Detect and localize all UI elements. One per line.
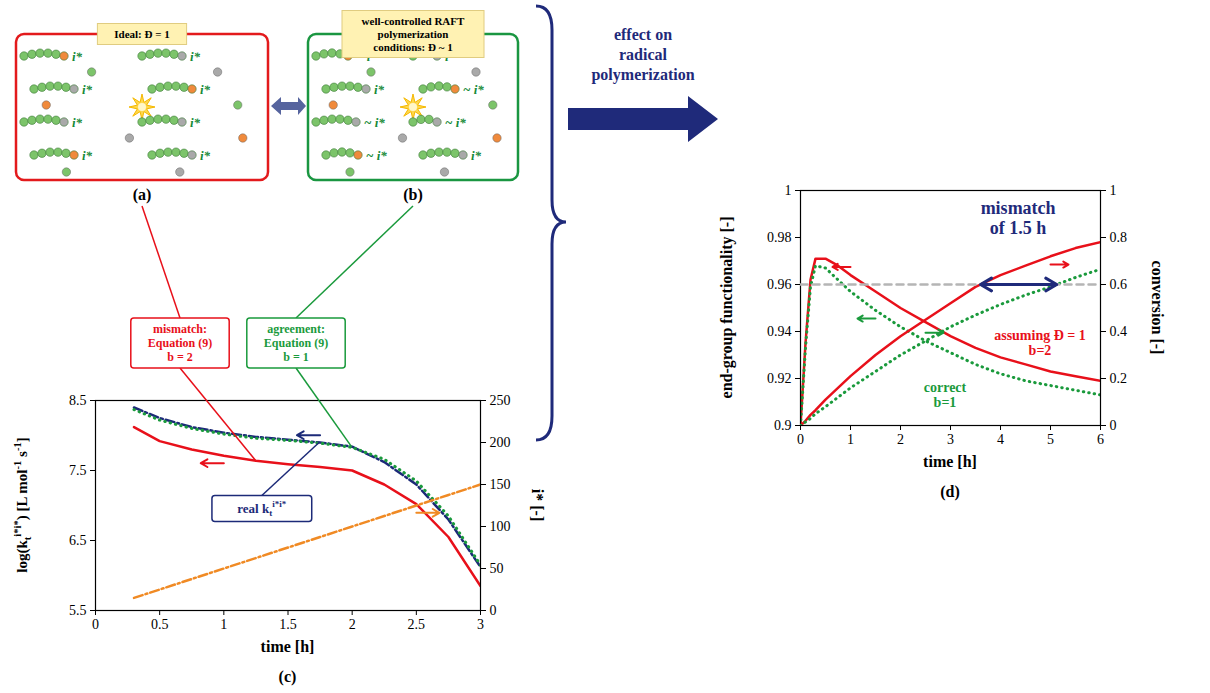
svg-text:i*: i*	[200, 148, 211, 163]
svg-text:5: 5	[1047, 432, 1054, 447]
svg-text:~ i*: ~ i*	[356, 49, 377, 64]
svg-text:1: 1	[847, 432, 854, 447]
svg-text:8.5: 8.5	[69, 393, 87, 408]
svg-text:end-group functionality [-]: end-group functionality [-]	[718, 217, 736, 399]
svg-text:200: 200	[490, 435, 511, 450]
svg-text:correct: correct	[924, 380, 967, 395]
svg-text:1: 1	[785, 183, 792, 198]
svg-text:0.96: 0.96	[767, 277, 792, 292]
svg-text:(c): (c)	[279, 668, 297, 686]
svg-text:~ i*: ~ i*	[364, 115, 385, 130]
svg-text:i*: i*	[190, 49, 201, 64]
svg-text:3: 3	[947, 432, 954, 447]
svg-text:50: 50	[490, 561, 504, 576]
svg-text:2.5: 2.5	[408, 617, 426, 632]
svg-text:100: 100	[490, 519, 511, 534]
svg-text:0.4: 0.4	[1110, 324, 1128, 339]
svg-text:0: 0	[92, 617, 99, 632]
svg-text:i*: i*	[374, 82, 385, 97]
svg-text:150: 150	[490, 477, 511, 492]
svg-text:of 1.5 h: of 1.5 h	[990, 218, 1047, 238]
svg-text:effect on: effect on	[614, 26, 672, 43]
svg-text:mismatch:: mismatch:	[153, 322, 207, 336]
svg-text:Equation (9): Equation (9)	[148, 336, 212, 350]
svg-text:Equation (9): Equation (9)	[264, 336, 328, 350]
svg-text:Ideal: Đ = 1: Ideal: Đ = 1	[114, 28, 169, 40]
svg-text:b=1: b=1	[934, 395, 957, 410]
svg-text:i*: i*	[72, 49, 83, 64]
svg-text:(d): (d)	[940, 483, 960, 501]
svg-text:i*: i*	[82, 82, 93, 97]
svg-text:i*: i*	[200, 82, 211, 97]
svg-text:b = 1: b = 1	[283, 350, 309, 364]
svg-text:7.5: 7.5	[69, 463, 87, 478]
svg-text:agreement:: agreement:	[267, 322, 325, 336]
svg-text:b=2: b=2	[1029, 343, 1052, 358]
svg-text:3: 3	[477, 617, 484, 632]
svg-text:i* [-]: i* [-]	[529, 489, 546, 521]
svg-text:0.9: 0.9	[774, 418, 792, 433]
svg-text:log(kti*i*) [L mol-1 s-1]: log(kti*i*) [L mol-1 s-1]	[12, 437, 33, 572]
svg-text:polymerization: polymerization	[591, 66, 694, 84]
svg-text:0.92: 0.92	[767, 371, 792, 386]
svg-text:i*: i*	[190, 115, 201, 130]
svg-text:conditions: Đ ~ 1: conditions: Đ ~ 1	[373, 41, 452, 53]
svg-text:0: 0	[1110, 418, 1117, 433]
svg-text:conversion [-]: conversion [-]	[1149, 261, 1166, 355]
svg-text:assuming Đ = 1: assuming Đ = 1	[994, 328, 1086, 343]
svg-text:i*: i*	[445, 49, 456, 64]
svg-text:2: 2	[349, 617, 356, 632]
svg-text:polymerization: polymerization	[378, 28, 449, 40]
svg-text:0.94: 0.94	[767, 324, 792, 339]
svg-text:0.6: 0.6	[1110, 277, 1128, 292]
svg-text:0.8: 0.8	[1110, 230, 1128, 245]
svg-text:b = 2: b = 2	[167, 350, 193, 364]
svg-text:~ i*: ~ i*	[463, 82, 484, 97]
svg-text:mismatch: mismatch	[981, 198, 1056, 218]
svg-text:time [h]: time [h]	[923, 453, 977, 470]
svg-text:~ i*: ~ i*	[445, 115, 466, 130]
svg-text:6: 6	[1097, 432, 1104, 447]
svg-text:0.2: 0.2	[1110, 371, 1128, 386]
svg-text:i*: i*	[72, 115, 83, 130]
svg-text:0: 0	[797, 432, 804, 447]
svg-text:5.5: 5.5	[69, 603, 87, 618]
svg-text:~ i*: ~ i*	[366, 148, 387, 163]
svg-text:i*: i*	[471, 148, 482, 163]
svg-text:1: 1	[220, 617, 227, 632]
svg-text:radical: radical	[619, 46, 668, 63]
svg-text:0: 0	[490, 603, 497, 618]
svg-text:1: 1	[1110, 183, 1117, 198]
svg-text:time [h]: time [h]	[261, 638, 315, 655]
svg-text:0.98: 0.98	[767, 230, 792, 245]
svg-text:(b): (b)	[403, 186, 423, 204]
svg-text:6.5: 6.5	[69, 533, 87, 548]
svg-text:250: 250	[490, 393, 511, 408]
svg-text:well-controlled RAFT: well-controlled RAFT	[362, 15, 465, 27]
svg-text:i*: i*	[82, 148, 93, 163]
svg-text:2: 2	[897, 432, 904, 447]
svg-text:real kti*i*: real kti*i*	[237, 499, 287, 517]
svg-text:(a): (a)	[133, 186, 152, 204]
svg-text:1.5: 1.5	[279, 617, 297, 632]
svg-text:0.5: 0.5	[151, 617, 169, 632]
svg-text:4: 4	[997, 432, 1004, 447]
